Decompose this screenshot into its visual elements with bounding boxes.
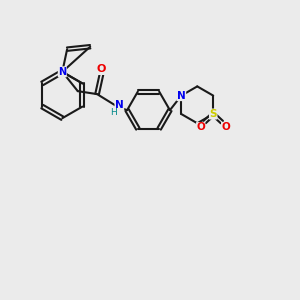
Text: O: O (196, 122, 205, 132)
Text: N: N (115, 100, 124, 110)
Text: N: N (177, 91, 186, 100)
Text: N: N (58, 67, 66, 77)
Text: O: O (97, 64, 106, 74)
Text: H: H (110, 108, 117, 117)
Text: O: O (221, 122, 230, 132)
Text: S: S (209, 109, 217, 119)
